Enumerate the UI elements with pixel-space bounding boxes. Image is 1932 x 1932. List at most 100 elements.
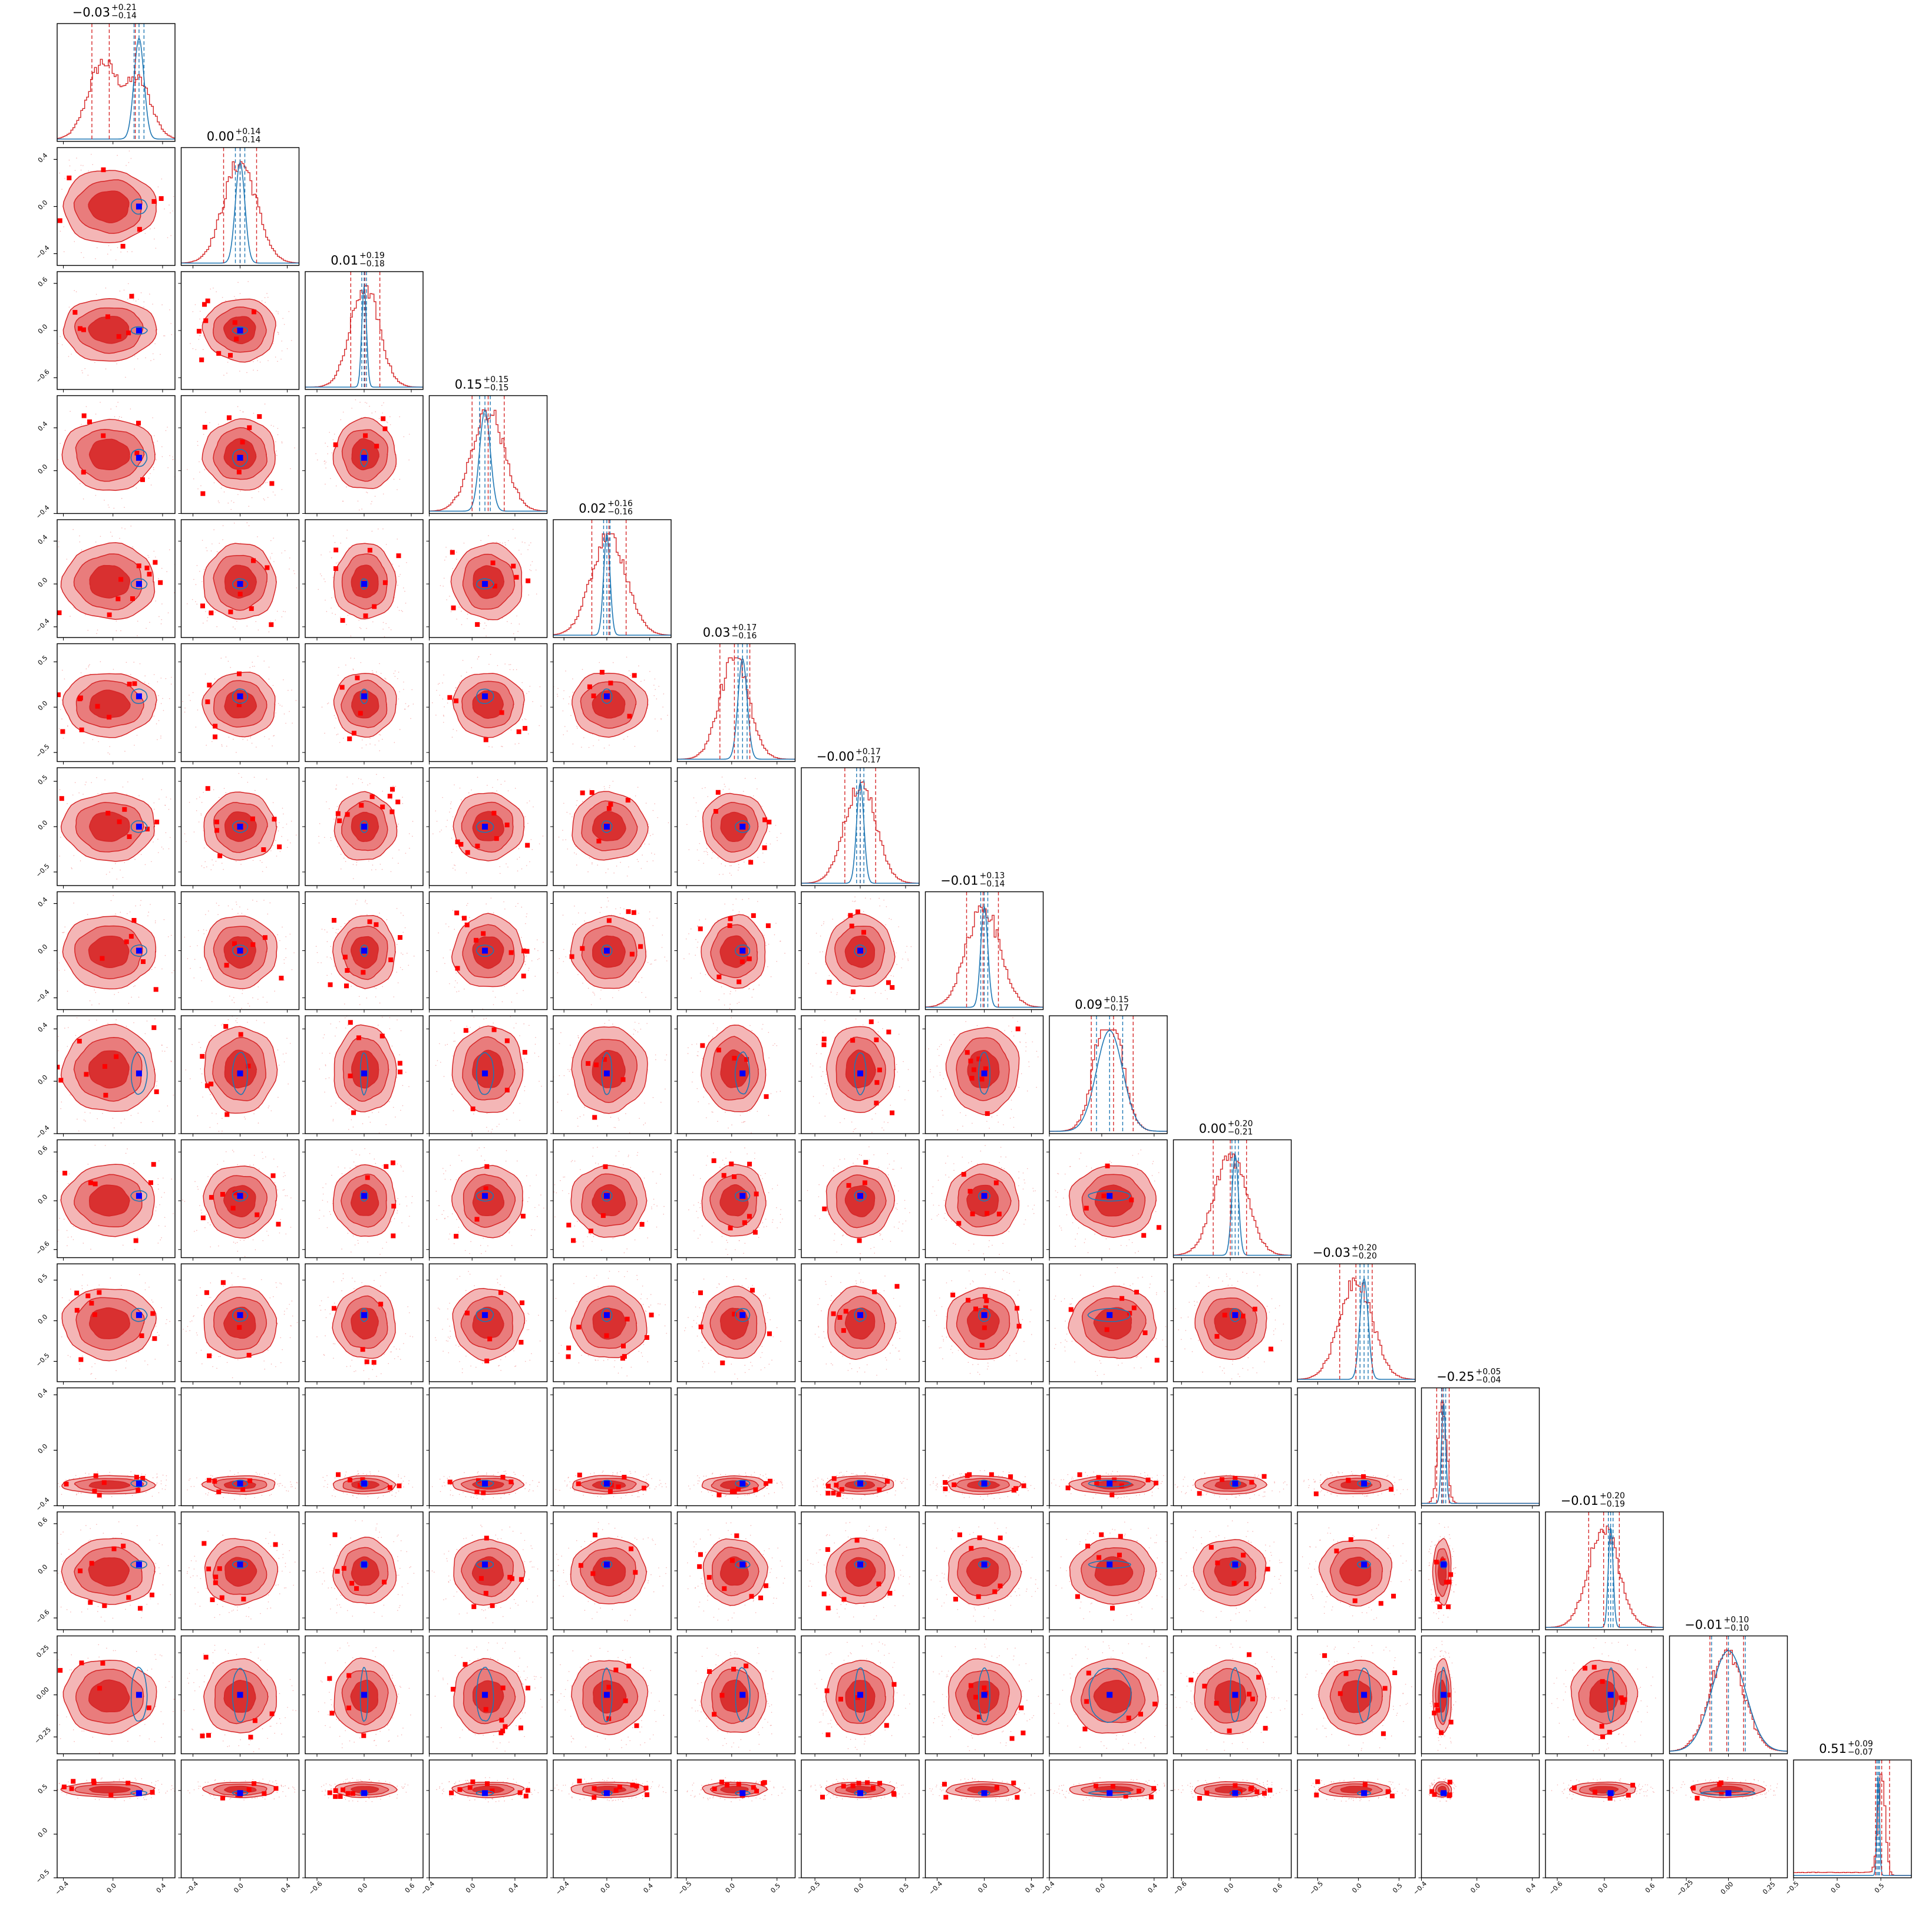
scatter-panel-7-4 <box>550 891 672 1013</box>
sample-point <box>257 1122 259 1124</box>
sample-point <box>405 1333 407 1335</box>
sample-point <box>124 862 126 863</box>
sample-point <box>247 281 249 282</box>
outlier-marker <box>608 802 613 807</box>
sample-point <box>490 1131 492 1133</box>
sample-point <box>482 1362 483 1364</box>
outlier-marker <box>715 790 721 795</box>
truth-marker <box>482 1312 488 1318</box>
sample-point <box>329 1052 331 1054</box>
sample-point <box>1188 1302 1190 1303</box>
sample-point <box>1155 1211 1157 1213</box>
scatter-panel-5-0: −0.50.00.5 <box>34 643 176 765</box>
panel-contents <box>182 1150 292 1257</box>
sample-point <box>193 977 195 979</box>
sample-point <box>1120 1244 1122 1246</box>
sample-point <box>1018 1177 1020 1179</box>
outlier-marker <box>261 847 266 852</box>
sample-point <box>87 630 89 631</box>
outlier-marker <box>214 828 220 833</box>
sample-point <box>770 1093 772 1094</box>
sample-point <box>374 1158 375 1160</box>
sample-point <box>772 1336 774 1337</box>
sample-point <box>696 947 698 948</box>
sample-point <box>384 636 385 638</box>
param-title-plus: +0.17 <box>856 747 881 757</box>
outlier-marker <box>247 1478 253 1484</box>
sample-point <box>164 804 166 806</box>
sample-point <box>232 1284 233 1286</box>
sample-point <box>1009 1117 1011 1119</box>
outlier-marker <box>81 470 86 475</box>
sample-point <box>1069 1165 1071 1167</box>
sample-point <box>483 1011 484 1012</box>
sample-point <box>526 1329 528 1330</box>
sample-point <box>362 1002 363 1003</box>
sample-point <box>636 1155 638 1156</box>
sample-point <box>412 821 414 822</box>
sample-point <box>134 858 136 860</box>
sample-point <box>342 1278 344 1279</box>
outlier-marker <box>348 1074 353 1079</box>
sample-point <box>221 1024 222 1026</box>
sample-point <box>398 610 400 611</box>
sample-point <box>82 1274 83 1276</box>
sample-point <box>517 858 518 860</box>
outlier-marker <box>226 415 232 420</box>
sample-point <box>729 1003 731 1005</box>
sample-point <box>889 1343 890 1345</box>
sample-point <box>365 744 367 745</box>
density-b <box>553 534 671 636</box>
sample-point <box>824 1083 826 1084</box>
sample-point <box>140 904 141 906</box>
sample-point <box>827 1088 828 1089</box>
sample-point <box>408 965 409 966</box>
sample-point <box>445 1044 446 1046</box>
param-title: −0.01 <box>940 874 978 888</box>
outlier-marker <box>101 167 106 173</box>
sample-point <box>277 1483 278 1485</box>
sample-point <box>218 1356 220 1358</box>
panel-contents <box>550 656 668 749</box>
sample-point <box>1117 1358 1118 1360</box>
sample-point <box>701 1342 703 1343</box>
sample-point <box>59 1217 60 1219</box>
sample-point <box>550 698 551 699</box>
sample-point <box>748 1369 750 1370</box>
sample-point <box>486 635 487 637</box>
sample-point <box>1208 1286 1209 1287</box>
sample-point <box>777 1227 778 1228</box>
outlier-marker <box>151 1025 157 1031</box>
sample-point <box>148 477 150 479</box>
sample-point <box>233 1151 235 1152</box>
sample-point <box>527 1201 529 1203</box>
sample-point <box>203 929 204 930</box>
sample-point <box>449 983 450 985</box>
sample-point <box>726 1240 728 1241</box>
sample-point <box>380 1285 381 1287</box>
sample-point <box>159 1204 160 1206</box>
sample-point <box>342 411 344 413</box>
outlier-marker <box>204 1083 210 1088</box>
sample-point <box>491 1128 493 1130</box>
sample-point <box>762 853 764 854</box>
sample-point <box>765 1293 767 1295</box>
sample-point <box>152 353 154 355</box>
sample-point <box>170 323 171 324</box>
sample-point <box>333 1343 334 1345</box>
sample-point <box>843 919 845 920</box>
panel-contents <box>807 1146 910 1254</box>
sample-point <box>686 824 688 825</box>
y-tick-label: −0.4 <box>34 1124 51 1140</box>
outlier-marker <box>331 917 336 923</box>
outlier-marker <box>454 1234 459 1239</box>
sample-point <box>439 695 441 696</box>
sample-point <box>110 1277 111 1279</box>
sample-point <box>552 814 553 815</box>
sample-point <box>226 372 227 374</box>
sample-point <box>609 744 610 746</box>
outlier-marker <box>973 1306 978 1312</box>
sample-point <box>328 1077 330 1079</box>
sample-point <box>724 1004 725 1006</box>
sample-point <box>381 405 382 406</box>
